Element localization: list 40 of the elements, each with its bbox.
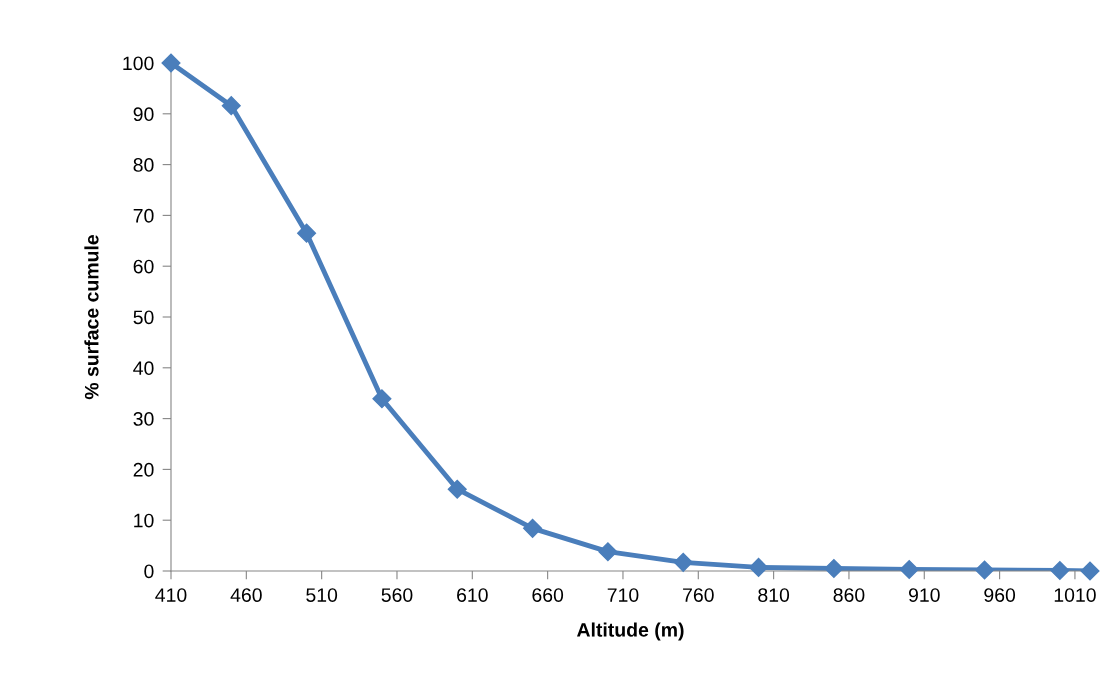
point <box>673 552 693 572</box>
x-tick-label: 810 <box>758 588 790 602</box>
x-tick-label: 610 <box>457 588 488 602</box>
point <box>598 542 618 562</box>
x-tick-label: 460 <box>230 588 262 602</box>
y-tick-label: 20 <box>133 462 154 477</box>
x-tick-label: 960 <box>984 588 1016 602</box>
point <box>161 53 181 73</box>
x-tick-label: 1010 <box>1054 588 1096 602</box>
point <box>1080 561 1100 581</box>
point <box>749 557 769 577</box>
y-tick-label: 40 <box>133 361 154 376</box>
point <box>1050 560 1070 581</box>
x-tick-label: 710 <box>607 588 639 602</box>
point <box>372 389 392 409</box>
y-tick-label: 60 <box>133 259 154 274</box>
x-tick-label: 510 <box>306 588 338 602</box>
y-tick-label: 70 <box>133 208 154 223</box>
y-tick-label: 10 <box>134 513 154 528</box>
y-tick-label: 0 <box>144 564 154 579</box>
x-tick-label: 560 <box>381 588 413 602</box>
point <box>975 560 995 580</box>
point <box>523 518 543 538</box>
y-axis-title: % surface cumule <box>84 234 99 400</box>
point <box>221 96 241 116</box>
y-tick-label: 80 <box>133 158 154 172</box>
y-tick-label: 30 <box>133 412 154 426</box>
x-tick-label: 860 <box>833 588 865 602</box>
point <box>297 223 317 243</box>
y-tick-label: 50 <box>133 310 154 325</box>
x-tick-label: 760 <box>683 588 714 602</box>
y-tick-label: 90 <box>133 107 154 122</box>
point <box>899 559 919 580</box>
point <box>824 558 844 578</box>
x-axis-title: Altitude (m) <box>576 622 684 641</box>
x-tick-label: 910 <box>908 588 940 602</box>
y-tick-label: 100 <box>123 56 154 71</box>
x-tick-label: 660 <box>532 588 564 602</box>
x-tick-label: 410 <box>155 588 187 602</box>
point <box>447 479 467 499</box>
